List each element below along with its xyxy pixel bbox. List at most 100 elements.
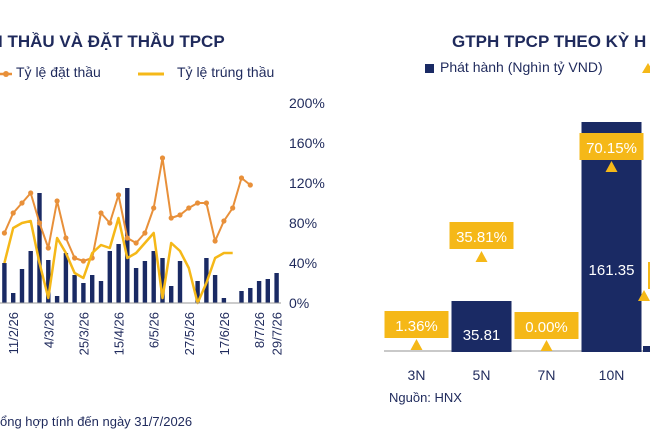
left-bar-29 xyxy=(256,281,262,303)
legend-share-marker xyxy=(642,63,650,73)
left-x-tick-7: 8/7/26 xyxy=(252,312,267,348)
left-bar-28 xyxy=(248,288,253,303)
legend-bid-marker xyxy=(0,71,12,77)
left-bar-12 xyxy=(107,251,112,303)
left-series0-point-12 xyxy=(107,220,113,226)
right-x-tick-7N: 7N xyxy=(538,367,556,383)
left-bar-4 xyxy=(37,193,42,303)
left-bar-27 xyxy=(239,291,244,303)
right-bar-label-5N: 35.81 xyxy=(463,327,501,344)
left-series0-point-27 xyxy=(238,175,245,181)
legend-issue-label: Phát hành (Nghìn tỷ VND) xyxy=(440,59,603,75)
left-bar-2 xyxy=(19,269,25,303)
left-bar-7 xyxy=(63,253,69,303)
left-bar-31 xyxy=(274,273,279,303)
left-bar-25 xyxy=(221,298,227,303)
left-series-line-1 xyxy=(3,216,233,305)
left-series0-point-16 xyxy=(142,230,148,236)
left-footnote: ổng hợp tính đến ngày 31/7/2026 xyxy=(0,414,193,429)
right-bar-clipped xyxy=(643,346,650,352)
right-share-marker-7N xyxy=(540,340,553,351)
left-series0-point-18 xyxy=(159,155,166,161)
legend-bid-label: Tỷ lệ đặt thầu xyxy=(16,64,101,80)
left-bar-9 xyxy=(81,283,86,303)
left-series0-point-24 xyxy=(212,238,218,244)
left-series0-point-1 xyxy=(10,210,16,216)
right-share-box-5N xyxy=(449,222,514,249)
left-bar-22 xyxy=(195,281,200,303)
left-series0-point-13 xyxy=(115,192,122,198)
left-series0-point-20 xyxy=(177,212,183,218)
left-series0-point-6 xyxy=(54,198,60,204)
left-series0-point-19 xyxy=(168,215,174,221)
left-y-tick-0: 0% xyxy=(289,295,309,311)
left-series0-point-21 xyxy=(186,205,192,211)
right-bar-label-10N: 161.35 xyxy=(589,262,635,279)
left-series0-point-14 xyxy=(124,235,130,241)
left-y-tick-1: 40% xyxy=(289,255,317,271)
right-share-marker-10N xyxy=(605,161,618,172)
left-series0-point-28 xyxy=(247,182,253,188)
left-bar-24 xyxy=(212,275,218,303)
right-share-label-5N: 35.81% xyxy=(456,229,507,246)
right-x-tick-10N: 10N xyxy=(599,367,625,383)
left-chart-title: I THẦU VÀ ĐẶT THẦU TPCP xyxy=(0,32,225,51)
right-chart-title: GTPH TPCP THEO KỲ H xyxy=(452,32,647,51)
right-share-marker-5N xyxy=(475,251,488,262)
right-bar-10N xyxy=(581,122,642,352)
right-share-box-clipped xyxy=(648,262,650,289)
left-bar-0 xyxy=(2,263,7,303)
left-x-tick-8: 29/7/26 xyxy=(270,312,285,355)
left-bar-15 xyxy=(133,268,139,303)
left-series0-point-26 xyxy=(230,205,236,211)
right-share-box-7N xyxy=(514,312,579,339)
right-share-marker-clipped xyxy=(638,290,650,301)
right-share-label-3N: 1.36% xyxy=(395,318,438,335)
left-series0-point-2 xyxy=(19,200,25,206)
left-y-tick-2: 80% xyxy=(289,215,317,231)
left-series0-point-5 xyxy=(45,245,51,251)
left-bar-3 xyxy=(28,251,33,303)
left-x-tick-0: 11/2/26 xyxy=(6,312,21,354)
left-series0-point-22 xyxy=(195,200,201,206)
left-series0-point-25 xyxy=(221,218,227,224)
left-y-tick-5: 200% xyxy=(289,95,325,111)
left-x-tick-4: 6/5/26 xyxy=(147,312,162,348)
right-x-tick-3N: 3N xyxy=(408,367,426,383)
left-x-tick-6: 17/6/26 xyxy=(217,312,232,355)
legend-issue-marker xyxy=(425,64,434,73)
left-series0-point-8 xyxy=(72,255,78,261)
legend-win-label: Tỷ lệ trúng thầu xyxy=(177,64,275,80)
left-series0-point-0 xyxy=(1,230,7,236)
right-share-box-10N xyxy=(579,133,644,160)
left-series0-point-17 xyxy=(151,205,157,211)
legend-win-marker xyxy=(138,72,164,76)
left-x-tick-3: 15/4/26 xyxy=(112,312,127,355)
left-series0-point-11 xyxy=(98,210,104,216)
right-x-tick-5N: 5N xyxy=(473,367,491,383)
right-share-box-3N xyxy=(384,311,449,338)
left-bar-16 xyxy=(142,261,148,303)
left-x-tick-5: 27/5/26 xyxy=(182,312,197,355)
left-bar-1 xyxy=(11,293,16,303)
left-y-tick-4: 160% xyxy=(289,135,325,151)
left-series0-point-3 xyxy=(28,190,34,196)
left-series0-point-4 xyxy=(36,220,43,226)
left-bar-20 xyxy=(177,261,183,303)
left-series0-point-9 xyxy=(80,258,86,264)
left-bar-30 xyxy=(265,279,270,303)
right-share-marker-3N xyxy=(410,339,423,350)
right-baseline xyxy=(384,350,650,352)
left-bar-19 xyxy=(169,286,174,303)
left-series0-point-7 xyxy=(63,235,69,241)
left-bar-13 xyxy=(116,244,121,303)
left-x-tick-2: 25/3/26 xyxy=(76,312,91,355)
left-bar-10 xyxy=(90,275,95,303)
right-bar-5N xyxy=(451,301,512,352)
left-bar-18 xyxy=(160,258,165,303)
left-x-tick-1: 4/3/26 xyxy=(41,312,56,348)
left-bar-8 xyxy=(72,275,77,303)
left-bar-5 xyxy=(46,260,51,303)
right-source: Nguồn: HNX xyxy=(389,390,462,405)
